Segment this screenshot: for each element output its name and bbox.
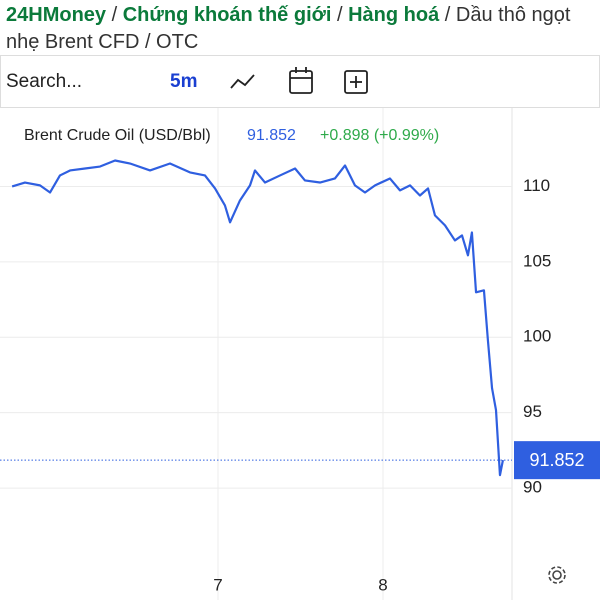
y-tick-label: 90 [523,478,542,497]
separator: / [444,4,451,26]
separator: / [336,4,343,26]
legend-name: Brent Crude Oil (USD/Bbl) [24,127,211,144]
crumb-link[interactable]: Hàng hoá [348,4,440,26]
x-tick-label: 7 [213,575,222,594]
legend-value: 91.852 [247,127,296,144]
chart-type-icon[interactable] [230,74,255,89]
crumb-link[interactable]: 24HMoney [6,4,107,26]
crumb-current: Dầu thô ngọt nhẹ Brent CFD / OTC [6,4,571,53]
x-tick-label: 8 [378,575,387,594]
plot: 90 95 100 105 110 7 8 91.852 [0,108,600,600]
calendar-icon[interactable] [289,67,313,94]
toolbar [0,55,600,108]
crumb-link[interactable]: Chứng khoán thế giới [122,4,332,26]
y-tick-label: 95 [523,402,542,421]
last-price-label: 91.852 [529,450,584,470]
add-icon[interactable] [344,70,368,94]
last-price-box [514,441,600,480]
y-tick-label: 100 [523,327,551,346]
y-tick-label: 105 [523,251,551,270]
legend-change: +0.898 (+0.99%) [320,127,439,144]
search[interactable]: Search... [6,71,82,92]
interval[interactable]: 5m [170,71,197,92]
settings-icon[interactable] [548,566,566,584]
separator: / [111,4,118,26]
price-line [11,159,505,477]
breadcrumb: 24HMoney / Chứng khoán thế giới / Hàng h… [6,2,596,56]
y-tick-label: 110 [523,176,550,195]
